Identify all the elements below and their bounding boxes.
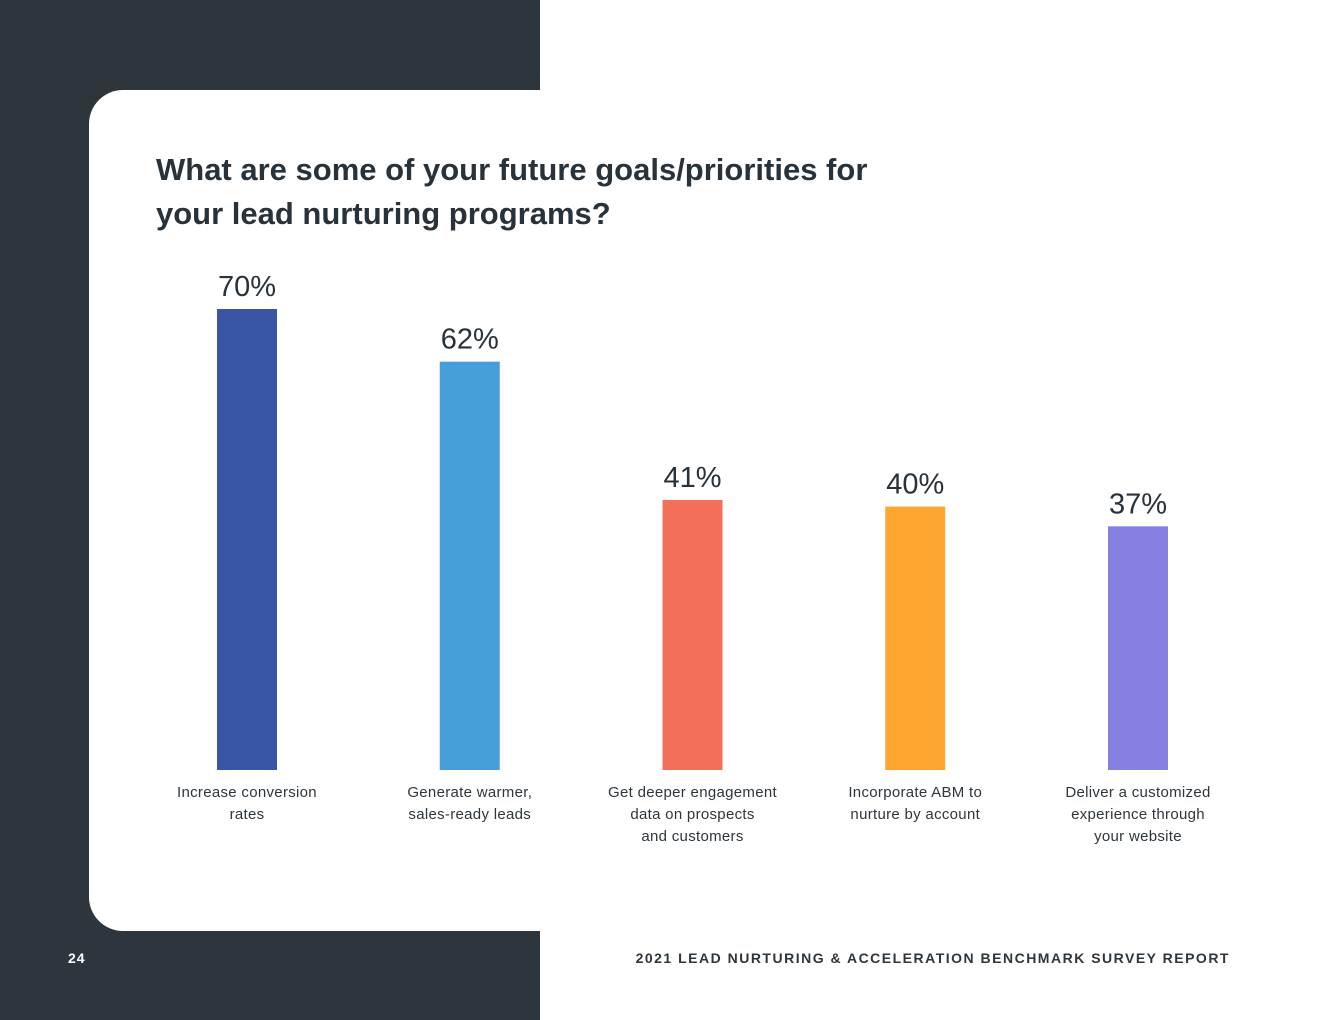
value-label-4: 40% (886, 469, 944, 501)
category-label-line: experience through (1071, 806, 1205, 823)
category-label-line: data on prospects (630, 806, 755, 823)
category-label-line: Deliver a customized (1065, 784, 1211, 801)
value-label-1: 70% (218, 271, 276, 303)
report-title: 2021 LEAD NURTURING & ACCELERATION BENCH… (635, 950, 1230, 966)
page-number: 24 (68, 950, 86, 966)
category-label-line: Generate warmer, (407, 784, 533, 801)
category-label-line: and customers (641, 828, 744, 845)
bar-3 (662, 499, 723, 770)
bar-4 (885, 506, 946, 770)
value-label-5: 37% (1109, 488, 1167, 520)
category-label-line: your website (1094, 828, 1182, 845)
category-label-4: Incorporate ABM to nurture by account (815, 782, 1015, 826)
bar-1 (217, 309, 277, 770)
category-label-2: Generate warmer, sales-ready leads (370, 782, 570, 826)
category-label-line: Incorporate ABM to (848, 784, 983, 801)
category-label-line: nurture by account (850, 806, 981, 823)
value-label-2: 62% (441, 324, 499, 356)
bar-5 (1108, 526, 1168, 770)
chart-title: What are some of your future goals/prior… (156, 152, 868, 231)
category-label-5: Deliver a customized experience through yo… (1038, 782, 1238, 848)
category-label-3: Get deeper engagement data on prospects an… (593, 782, 793, 848)
category-label-line: Get deeper engagement (608, 784, 777, 801)
category-label-line: rates (229, 806, 265, 823)
category-label-line: sales-ready leads (408, 806, 532, 823)
value-label-3: 41% (663, 462, 721, 494)
category-label-line: Increase conversion (177, 784, 317, 801)
category-label-1: Increase conversion rates (147, 782, 347, 826)
bar-2 (439, 361, 500, 770)
